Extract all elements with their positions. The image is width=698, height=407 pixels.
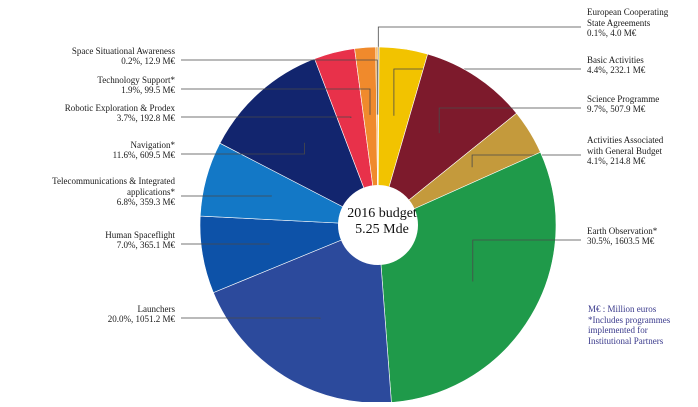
footnote: M€ : Million euros *Includes programmes … xyxy=(588,304,670,346)
slice-label-line: 0.1%, 4.0 M€ xyxy=(587,28,668,39)
center-label-line-1: 2016 budget xyxy=(322,206,442,222)
slice-label: Navigation*11.6%, 609.5 M€ xyxy=(113,140,175,161)
slice-label-line: 7.0%, 365.1 M€ xyxy=(105,240,175,251)
center-label-line-2: 5.25 Mde xyxy=(322,222,442,238)
footnote-line-3: implemented for xyxy=(588,325,670,336)
slice-label-line: Basic Activities xyxy=(587,55,645,66)
slice-label-line: Activities Associated xyxy=(587,135,663,146)
slice-label-line: 6.8%, 359.3 M€ xyxy=(52,197,175,208)
slice-label-line: Telecommunications & Integrated xyxy=(52,176,175,187)
footnote-line-2: *Includes programmes xyxy=(588,315,670,326)
slice-label-line: 4.1%, 214.8 M€ xyxy=(587,156,663,167)
slice-label-line: Science Programme xyxy=(587,94,659,105)
slice-label-line: 30.5%, 1603.5 M€ xyxy=(587,236,657,247)
slice-label-line: State Agreements xyxy=(587,18,668,29)
slice-label: Earth Observation*30.5%, 1603.5 M€ xyxy=(587,226,657,247)
slice-label-line: 11.6%, 609.5 M€ xyxy=(113,150,175,161)
slice-label-line: 3.7%, 192.8 M€ xyxy=(65,113,175,124)
slice-label-line: Technology Support* xyxy=(97,75,175,86)
slice-label-line: European Cooperating xyxy=(587,7,668,18)
slice-label-line: 9.7%, 507.9 M€ xyxy=(587,104,659,115)
slice-label-line: Navigation* xyxy=(113,140,175,151)
slice-label-line: 1.9%, 99.5 M€ xyxy=(97,85,175,96)
footnote-line-1: M€ : Million euros xyxy=(588,304,670,315)
slice-label-line: Launchers xyxy=(108,304,175,315)
slice-label-line: applications* xyxy=(52,187,175,198)
slice-label-line: Human Spaceflight xyxy=(105,230,175,241)
footnote-line-4: Institutional Partners xyxy=(588,336,670,347)
slice-label-line: Earth Observation* xyxy=(587,226,657,237)
slice-label-line: Robotic Exploration & Prodex xyxy=(65,103,175,114)
slice-label-line: 20.0%, 1051.2 M€ xyxy=(108,314,175,325)
slice-label-line: Space Situational Awareness xyxy=(72,46,175,57)
slice-label-line: 0.2%, 12.9 M€ xyxy=(72,56,175,67)
slice-label: Technology Support*1.9%, 99.5 M€ xyxy=(97,75,175,96)
center-label: 2016 budget 5.25 Mde xyxy=(322,206,442,238)
slice-label-line: with General Budget xyxy=(587,146,663,157)
slice-label-line: 4.4%, 232.1 M€ xyxy=(587,65,645,76)
